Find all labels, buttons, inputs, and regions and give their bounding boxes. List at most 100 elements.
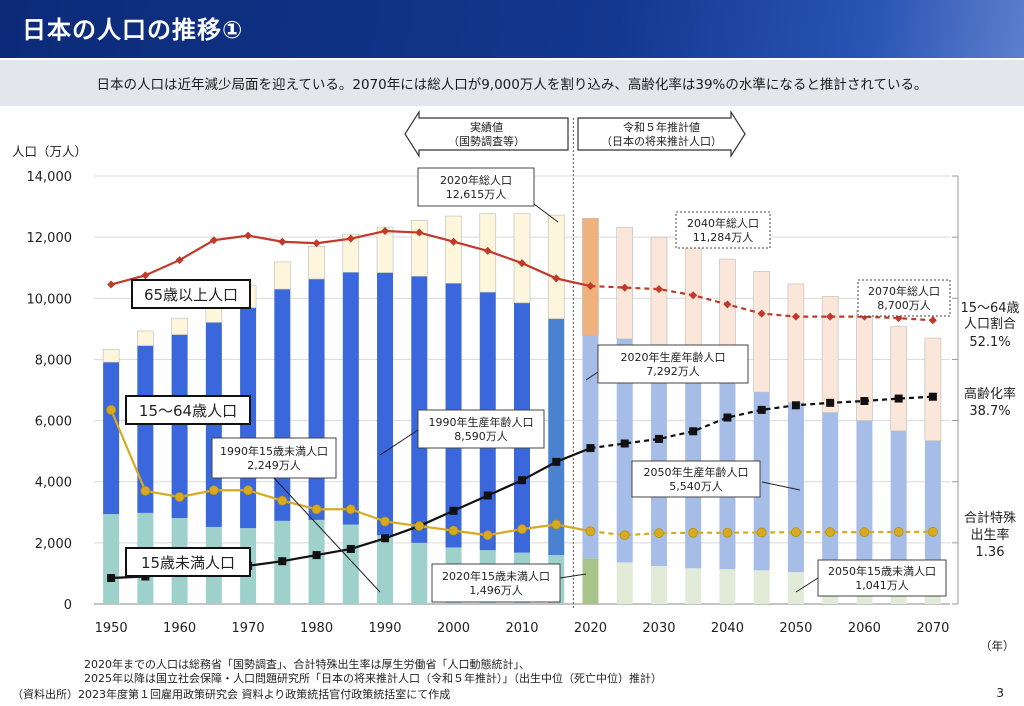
aging-rate-marker bbox=[518, 259, 526, 268]
bar-under15 bbox=[685, 568, 702, 604]
fertility-rate-marker bbox=[380, 516, 390, 527]
working-age-ratio-marker bbox=[826, 398, 835, 407]
x-tick-label: 2010 bbox=[505, 621, 538, 636]
fertility-rate-marker bbox=[517, 524, 527, 535]
annotation-2020-under15-line1: 2020年15歳未満人口 bbox=[442, 569, 550, 583]
bar-working-age bbox=[650, 349, 667, 567]
annotation-2020-total-line1: 2020年総人口 bbox=[440, 173, 512, 187]
aging-rate-marker bbox=[826, 312, 835, 321]
fertility-rate-marker bbox=[311, 504, 322, 515]
fertility-rate-marker bbox=[585, 526, 596, 537]
right-label-aging-1: 高齢化率 bbox=[964, 386, 1016, 402]
summary-bar: 日本の人口は近年減少局面を迎えている。2070年には総人口が9,000万人を割り… bbox=[0, 60, 1024, 106]
aging-rate-marker bbox=[757, 309, 766, 318]
fertility-rate-marker bbox=[927, 526, 938, 537]
aging-rate-marker bbox=[346, 234, 355, 243]
fertility-rate-marker bbox=[140, 485, 151, 496]
fertility-rate-marker bbox=[722, 527, 733, 538]
fertility-rate-marker bbox=[106, 404, 117, 415]
bar-over65 bbox=[753, 271, 770, 393]
bar-working-age bbox=[822, 412, 839, 575]
annotation-2050-working-line1: 2050年生産年齢人口 bbox=[644, 465, 749, 479]
working-age-ratio-marker bbox=[552, 457, 561, 466]
aging-rate-marker bbox=[312, 239, 321, 248]
leader-2020-under15 bbox=[559, 573, 587, 579]
aging-rate-marker bbox=[244, 231, 253, 240]
annotation-1990-working-box bbox=[417, 409, 545, 449]
annotation-2020-under15-box bbox=[431, 563, 561, 603]
bar-working-age bbox=[103, 362, 120, 515]
x-axis-unit: （年） bbox=[980, 639, 1015, 653]
annotation-2040-total-line1: 2040年総人口 bbox=[687, 216, 759, 230]
y-tick-label: 10,000 bbox=[27, 292, 73, 307]
arrow-actual bbox=[404, 109, 569, 159]
y-tick-label: 0 bbox=[64, 598, 72, 613]
working-age-ratio-marker bbox=[928, 392, 937, 401]
annotation-1990-working-line2: 8,590万人 bbox=[454, 430, 508, 443]
aging-rate-marker bbox=[415, 228, 424, 237]
fertility-rate-marker bbox=[208, 485, 219, 496]
bar-under15 bbox=[342, 524, 359, 604]
aging-rate-marker bbox=[107, 280, 116, 289]
fertility-rate-marker bbox=[345, 504, 356, 515]
fertility-rate-marker bbox=[619, 530, 630, 541]
bar-over65 bbox=[582, 218, 599, 336]
annotation-2020-working-box bbox=[597, 344, 749, 384]
fertility-rate-marker bbox=[859, 527, 870, 538]
annotation-2050-working-line2: 5,540万人 bbox=[669, 480, 723, 493]
right-label-tfr-1: 合計特殊 bbox=[964, 510, 1016, 526]
bar-working-age bbox=[890, 430, 907, 578]
leader-2020-working bbox=[585, 371, 599, 381]
working-age-ratio-marker bbox=[860, 397, 869, 406]
bar-over65 bbox=[171, 317, 188, 335]
aging-rate-marker bbox=[175, 256, 184, 265]
bar-under15 bbox=[787, 572, 804, 604]
page-number: 3 bbox=[996, 686, 1004, 700]
working-age-ratio-marker bbox=[894, 394, 903, 403]
x-tick-label: 2020 bbox=[574, 621, 607, 636]
page-title: 日本の人口の推移① bbox=[22, 16, 244, 44]
bar-over65 bbox=[513, 213, 531, 304]
bar-working-age bbox=[548, 318, 565, 556]
aging-rate-marker bbox=[586, 282, 595, 291]
arrow-actual-line2: （国勢調査等） bbox=[448, 134, 525, 148]
bar-working-age bbox=[856, 420, 873, 576]
working-age-ratio-line-projection bbox=[590, 395, 933, 450]
bar-over65 bbox=[890, 326, 907, 432]
bar-working-age bbox=[377, 272, 394, 536]
annotation-2020-total-line2: 12,615万人 bbox=[446, 188, 507, 201]
right-label-working-ratio-3: 52.1% bbox=[969, 335, 1010, 350]
bar-over65 bbox=[547, 214, 565, 320]
arrow-projection bbox=[577, 109, 746, 159]
working-age-ratio-marker bbox=[620, 439, 629, 448]
bar-over65 bbox=[924, 337, 942, 442]
annotation-1990-under15-box bbox=[211, 437, 337, 479]
bar-over65 bbox=[616, 226, 634, 340]
arrow-projection-line1: 令和５年推計値 bbox=[623, 120, 700, 134]
fertility-rate-marker bbox=[688, 527, 699, 538]
fertility-rate-marker bbox=[551, 519, 562, 530]
fertility-rate-marker bbox=[482, 530, 493, 541]
annotation-2070-total-box bbox=[857, 279, 951, 317]
bar-over65 bbox=[308, 246, 325, 280]
aging-rate-marker bbox=[381, 227, 390, 236]
arrow-projection-line2: （日本の将来推計人口） bbox=[601, 134, 722, 148]
y-tick-label: 12,000 bbox=[27, 231, 73, 246]
bar-over65 bbox=[445, 215, 462, 284]
legend-under15-box bbox=[125, 547, 251, 577]
working-age-ratio-marker bbox=[312, 551, 321, 560]
aging-rate-marker bbox=[620, 283, 629, 292]
right-label-aging-2: 38.7% bbox=[969, 404, 1010, 419]
bar-under15 bbox=[719, 569, 736, 604]
annotation-2020-working-line1: 2020年生産年齢人口 bbox=[621, 350, 726, 364]
annotation-2070-total-line1: 2070年総人口 bbox=[868, 284, 940, 298]
working-age-ratio-marker bbox=[654, 434, 663, 443]
bar-working-age bbox=[616, 338, 633, 563]
annotation-2020-total-box bbox=[417, 167, 535, 207]
bar-over65 bbox=[787, 283, 805, 404]
bar-working-age bbox=[342, 272, 359, 525]
annotation-2040-total-line2: 11,284万人 bbox=[693, 231, 754, 244]
aging-rate-marker bbox=[449, 237, 458, 246]
annotation-1990-working-line1: 1990年生産年齢人口 bbox=[429, 415, 534, 429]
working-age-ratio-marker bbox=[757, 405, 766, 414]
